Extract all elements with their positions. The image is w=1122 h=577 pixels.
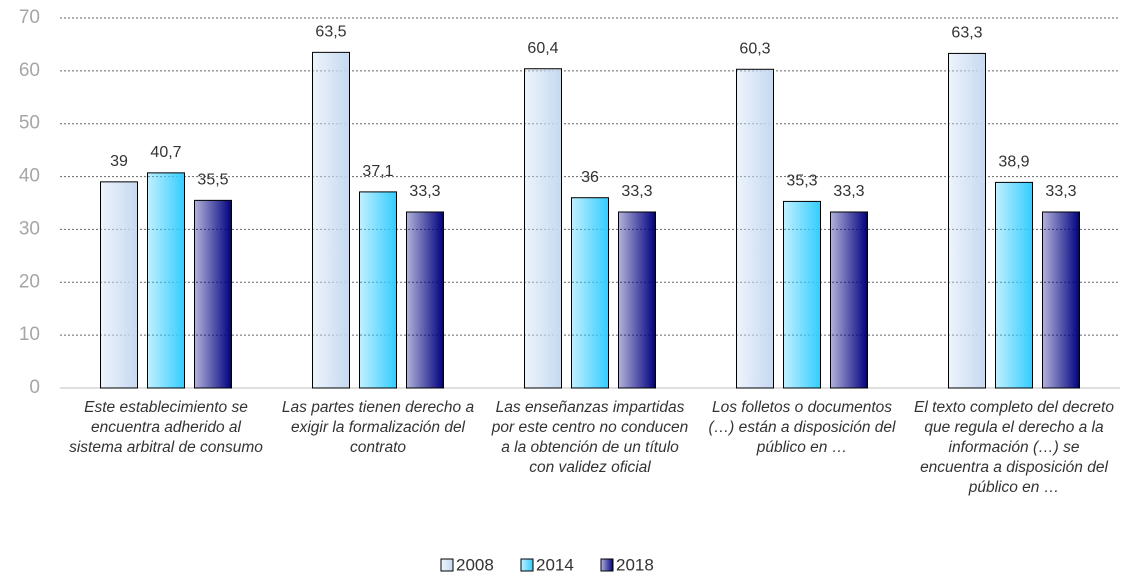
bar: [100, 181, 138, 389]
x-tick-label: Los folletos o documentos (…) están a di…: [708, 399, 896, 456]
y-tick-label: 50: [19, 113, 40, 134]
legend-label: 2014: [536, 555, 574, 574]
y-tick-label: 20: [19, 271, 40, 292]
data-label: 39: [110, 153, 128, 170]
bar: [194, 199, 232, 389]
data-label: 33,3: [409, 183, 440, 200]
bar: [147, 172, 185, 389]
legend-label: 2008: [456, 555, 494, 574]
y-tick-label: 30: [19, 218, 40, 239]
bar: [948, 52, 986, 389]
data-label: 36: [581, 169, 599, 186]
data-label: 33,3: [833, 183, 864, 200]
data-label: 40,7: [150, 144, 181, 161]
y-tick-label: 0: [29, 377, 40, 398]
bar: [783, 200, 821, 389]
y-tick-label: 10: [19, 324, 40, 345]
y-tick-label: 40: [19, 166, 40, 187]
x-tick-label-box: Las enseñanzas impartidas por este centr…: [491, 399, 689, 476]
legend-swatch: [440, 558, 454, 572]
bar: [524, 68, 562, 389]
data-label: 33,3: [1045, 183, 1076, 200]
x-tick-label: El texto completo del decreto que regula…: [914, 399, 1114, 496]
bar: [1042, 211, 1080, 389]
legend-label: 2018: [616, 555, 654, 574]
bar: [359, 191, 397, 389]
x-tick-label-box: Los folletos o documentos (…) están a di…: [708, 399, 896, 456]
data-label: 37,1: [362, 163, 393, 180]
bar: [736, 68, 774, 389]
x-tick-label-box: El texto completo del decreto que regula…: [914, 399, 1114, 496]
data-label: 63,3: [951, 25, 982, 42]
bar: [995, 181, 1033, 389]
x-tick-label: Las partes tienen derecho a exigir la fo…: [281, 399, 475, 456]
x-tick-label-box: Este establecimiento se encuentra adheri…: [69, 399, 263, 456]
legend-swatch: [600, 558, 614, 572]
x-tick-label-box: Las partes tienen derecho a exigir la fo…: [281, 399, 475, 456]
bar: [571, 197, 609, 389]
x-tick-label: Las enseñanzas impartidas por este centr…: [491, 399, 689, 476]
data-label: 60,3: [739, 40, 770, 57]
legend-swatch: [520, 558, 534, 572]
data-label: 35,3: [786, 173, 817, 190]
bar: [312, 51, 350, 389]
data-label: 38,9: [998, 154, 1029, 171]
y-tick-label: 60: [19, 60, 40, 81]
bar: [618, 211, 656, 389]
data-label: 35,5: [197, 172, 228, 189]
data-label: 63,5: [315, 24, 346, 41]
data-label: 33,3: [621, 183, 652, 200]
data-label: 60,4: [527, 40, 558, 57]
bar: [406, 211, 444, 389]
bar: [830, 211, 868, 389]
y-tick-label: 70: [19, 7, 40, 28]
x-tick-label: Este establecimiento se encuentra adheri…: [69, 399, 263, 456]
